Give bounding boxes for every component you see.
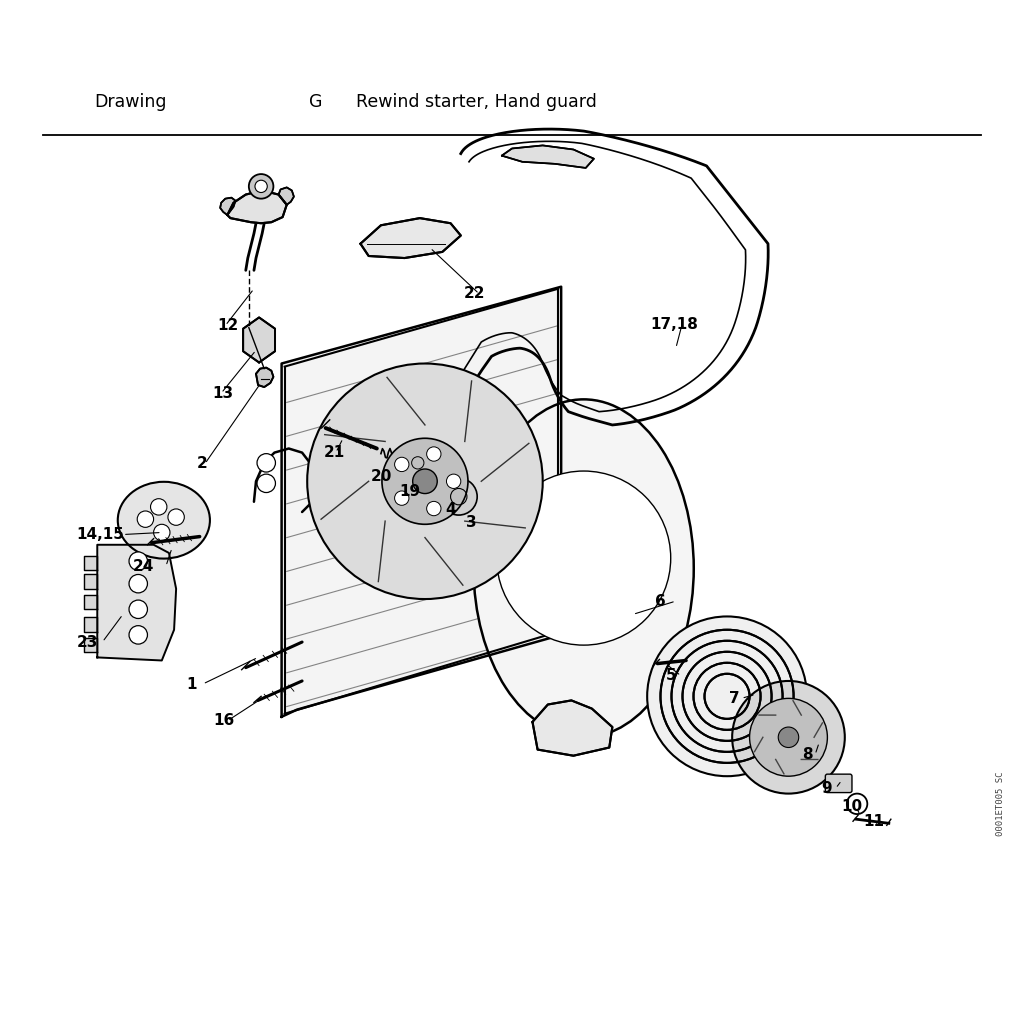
Circle shape: [129, 626, 147, 644]
Text: 16: 16: [213, 714, 234, 728]
Text: 10: 10: [842, 800, 863, 814]
Circle shape: [129, 552, 147, 570]
Text: 0001ET005 SC: 0001ET005 SC: [996, 772, 1005, 836]
Circle shape: [647, 616, 807, 776]
Text: 8: 8: [802, 748, 812, 762]
Polygon shape: [84, 556, 97, 570]
Text: 7: 7: [729, 691, 739, 706]
Text: Drawing: Drawing: [94, 93, 167, 112]
Circle shape: [427, 446, 441, 461]
Circle shape: [778, 727, 799, 748]
Circle shape: [404, 450, 431, 476]
Polygon shape: [532, 700, 612, 756]
Polygon shape: [220, 198, 236, 215]
Text: 24: 24: [133, 559, 155, 573]
Circle shape: [732, 681, 845, 794]
Polygon shape: [84, 617, 97, 632]
Text: 19: 19: [399, 484, 421, 499]
Polygon shape: [84, 595, 97, 609]
Circle shape: [129, 600, 147, 618]
Text: 4: 4: [445, 503, 456, 517]
Circle shape: [255, 180, 267, 193]
Text: G: G: [309, 93, 323, 112]
FancyBboxPatch shape: [825, 774, 852, 793]
Text: 1: 1: [186, 677, 197, 691]
Polygon shape: [360, 218, 461, 258]
Text: 13: 13: [212, 386, 233, 400]
Text: 2: 2: [197, 457, 207, 471]
Circle shape: [394, 458, 409, 472]
Circle shape: [154, 524, 170, 541]
Polygon shape: [502, 145, 594, 168]
Polygon shape: [473, 485, 500, 504]
Text: 11: 11: [863, 814, 885, 828]
Circle shape: [497, 471, 671, 645]
Ellipse shape: [118, 482, 210, 559]
Circle shape: [427, 502, 441, 516]
Text: Rewind starter, Hand guard: Rewind starter, Hand guard: [356, 93, 597, 112]
Text: 21: 21: [324, 445, 345, 460]
Polygon shape: [256, 368, 273, 387]
Ellipse shape: [473, 399, 694, 737]
Circle shape: [446, 474, 461, 488]
Circle shape: [382, 438, 468, 524]
Circle shape: [257, 454, 275, 472]
Circle shape: [137, 511, 154, 527]
Text: 23: 23: [77, 635, 98, 649]
Polygon shape: [243, 317, 275, 362]
Circle shape: [440, 478, 477, 515]
Polygon shape: [227, 190, 287, 223]
Circle shape: [257, 474, 275, 493]
Circle shape: [129, 574, 147, 593]
Circle shape: [413, 469, 437, 494]
Polygon shape: [84, 574, 97, 589]
Circle shape: [394, 490, 409, 505]
Circle shape: [750, 698, 827, 776]
Circle shape: [151, 499, 167, 515]
Polygon shape: [84, 638, 97, 652]
Polygon shape: [282, 287, 561, 717]
Circle shape: [168, 509, 184, 525]
Text: 3: 3: [466, 515, 476, 529]
Text: 20: 20: [371, 469, 392, 483]
Text: 6: 6: [655, 594, 666, 608]
Polygon shape: [279, 187, 294, 205]
Polygon shape: [97, 545, 176, 660]
Text: 14,15: 14,15: [77, 527, 125, 542]
Circle shape: [249, 174, 273, 199]
Circle shape: [307, 364, 543, 599]
Text: 17,18: 17,18: [650, 317, 698, 332]
Text: 9: 9: [821, 781, 831, 796]
Text: 12: 12: [217, 318, 239, 333]
Text: 5: 5: [666, 669, 676, 683]
Text: 22: 22: [464, 287, 485, 301]
